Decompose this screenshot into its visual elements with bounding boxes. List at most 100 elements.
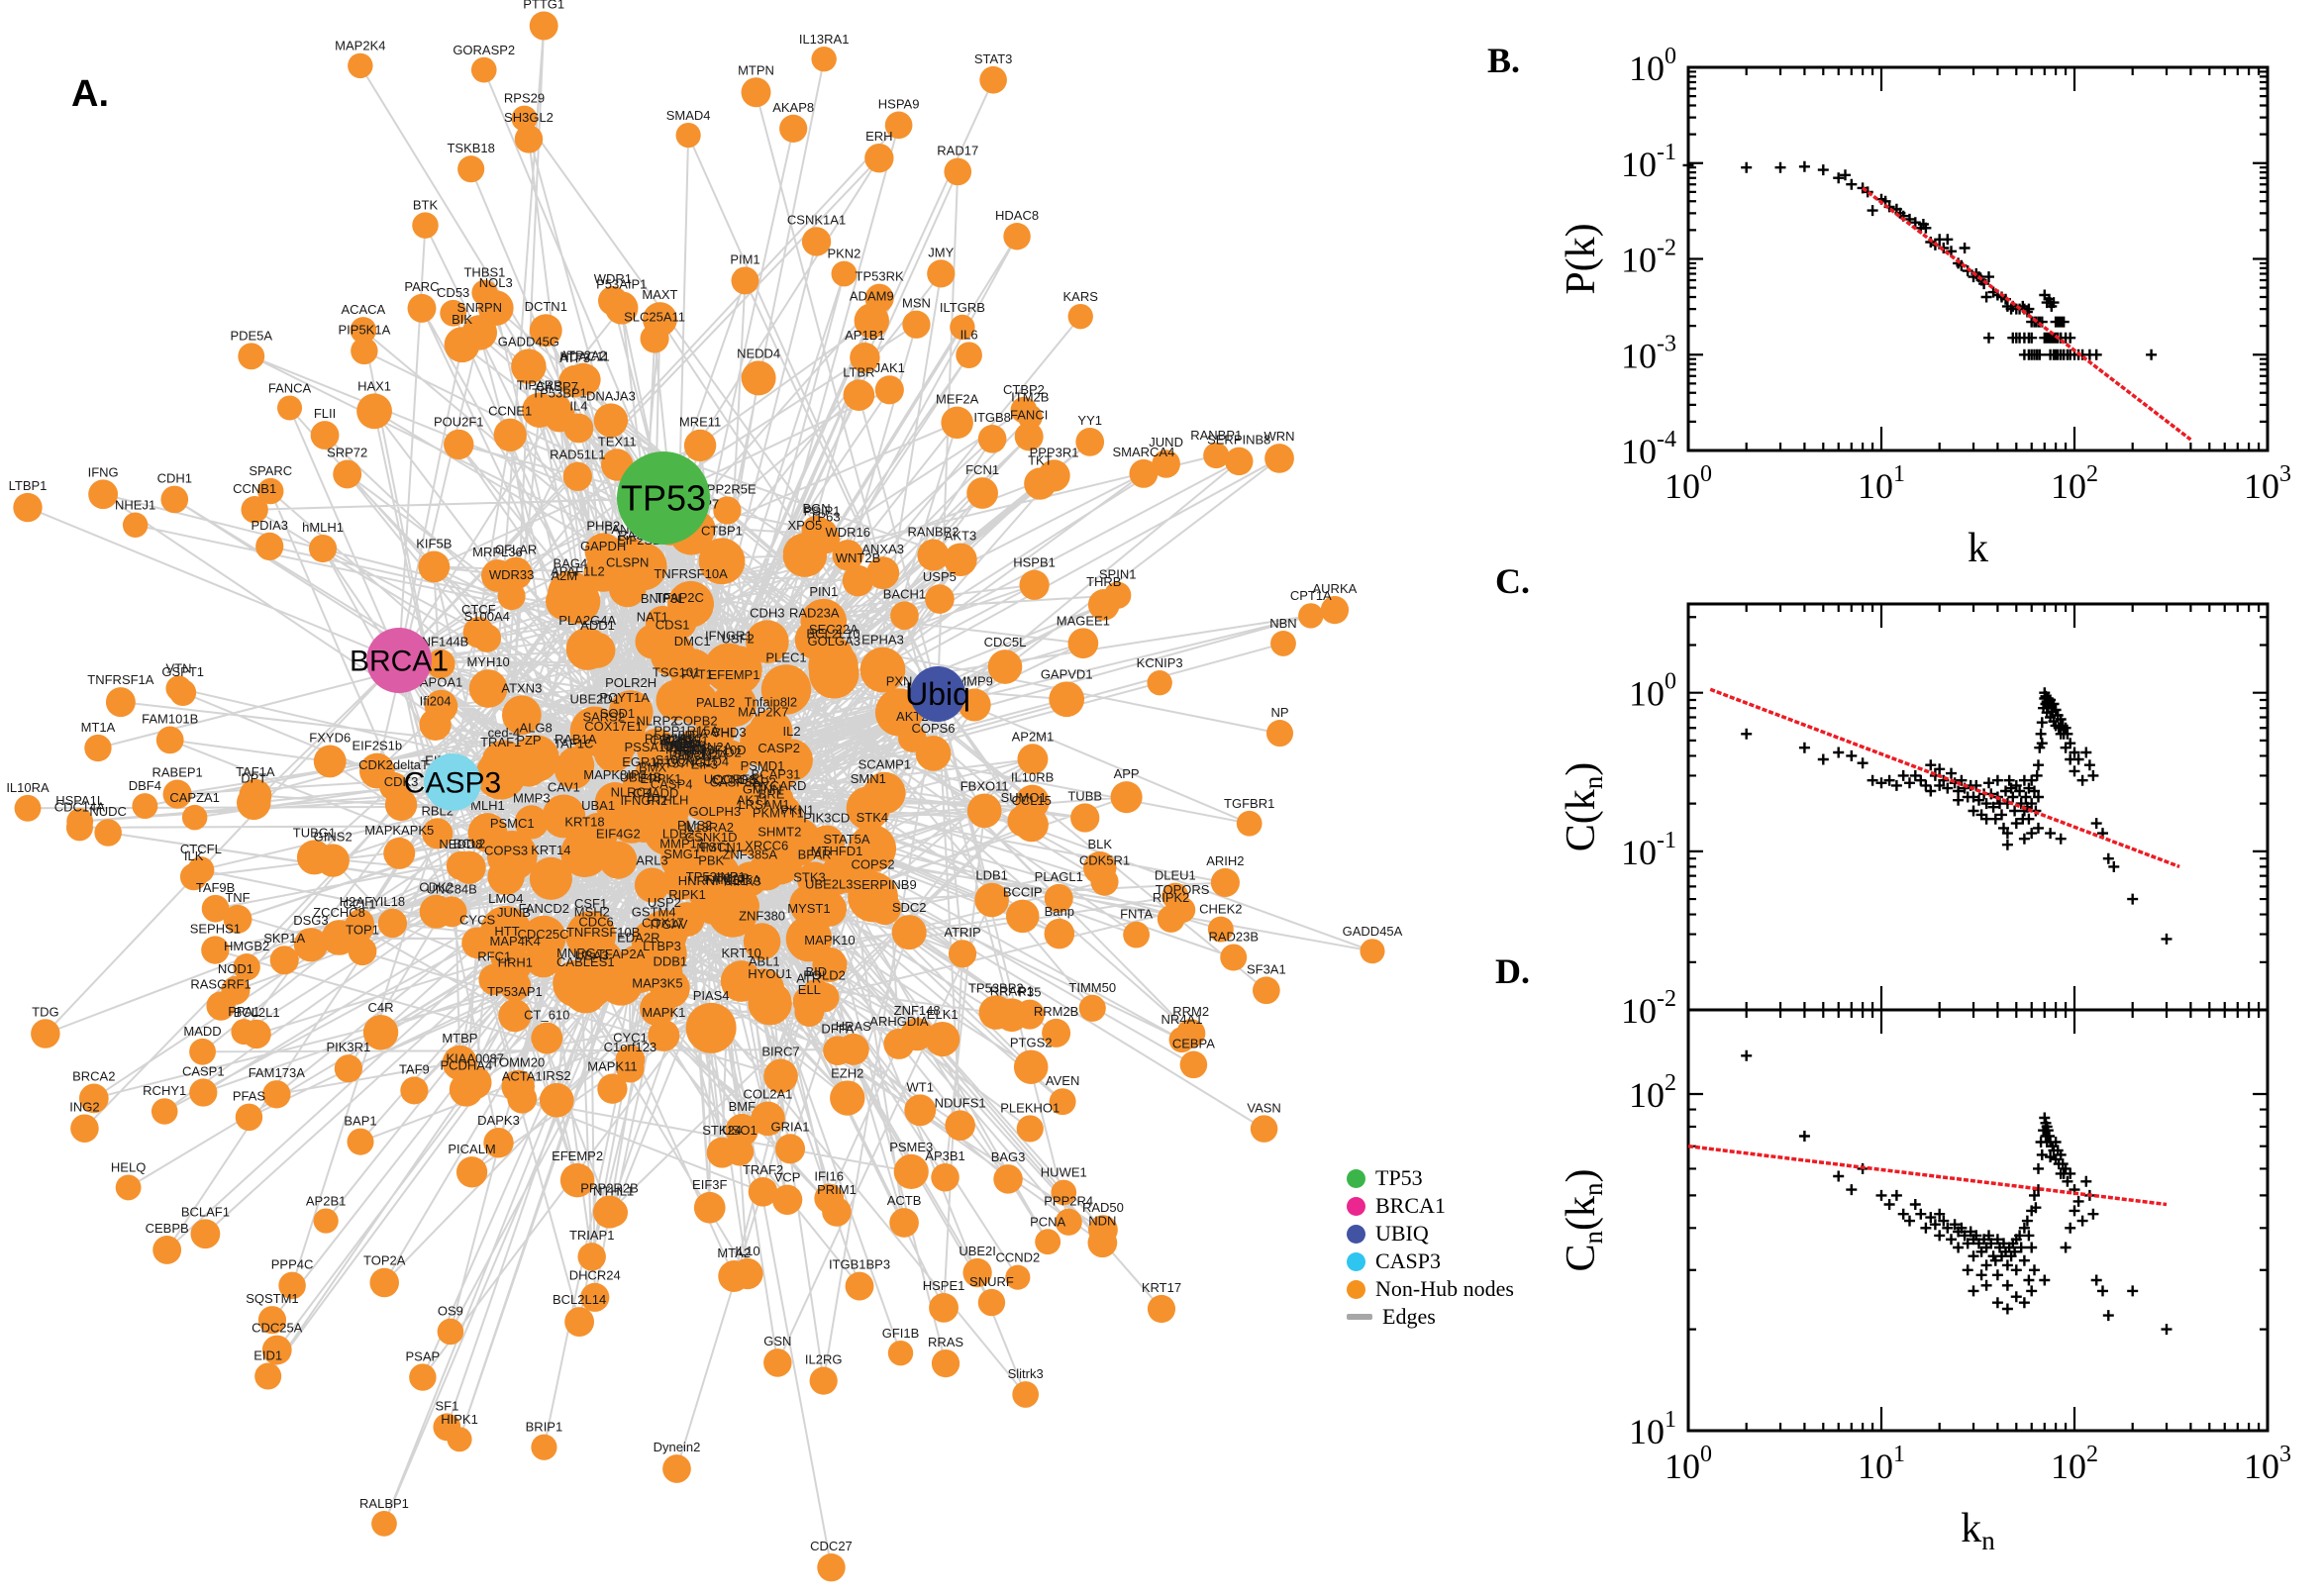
network-node-label: ATR: [796, 971, 821, 986]
tick-label: 100: [1665, 1442, 1712, 1486]
network-node-label: PHB2: [586, 518, 620, 533]
network-node: [808, 825, 846, 862]
network-node: [843, 379, 875, 411]
network-node-label: ZCCHC8: [313, 905, 365, 920]
network-node-label: NDUFS1: [935, 1095, 986, 1110]
network-node-label: KCNIP3: [1137, 655, 1183, 670]
panel-d-label: D.: [1495, 951, 1530, 991]
network-node: [679, 771, 729, 821]
network-node-label: SOD1: [600, 706, 635, 721]
network-node-label: PKN2: [827, 247, 860, 261]
network-node-label: TIPARP: [517, 378, 562, 393]
network-node-label: MRPL36: [472, 545, 523, 559]
network-node: [931, 1348, 960, 1378]
plot-box: [1686, 602, 2270, 1012]
network-node: [88, 479, 119, 510]
network-node-label: DCN: [684, 748, 712, 763]
network-node-label: RAD17: [937, 144, 978, 158]
network-node-label: PPP3R1: [1030, 445, 1079, 459]
network-node-label: KRT10: [722, 946, 761, 960]
network-node-label: UQCRFS1: [704, 771, 765, 786]
network-node-label: P53AIP1: [596, 276, 647, 291]
fit-line: [1862, 186, 2192, 442]
network-node-label: LDB2: [662, 827, 695, 842]
network-node-label: IL4: [569, 399, 587, 414]
network-node-label: ITGB1BP3: [829, 1257, 890, 1272]
network-node-label: SEPHS1: [190, 921, 241, 936]
network-node: [362, 1015, 399, 1050]
network-node-label: PSME3: [889, 1140, 933, 1154]
network-node-label: IL13RA2: [683, 820, 734, 835]
network-node-label: TEX11: [598, 434, 637, 449]
network-node: [563, 413, 594, 444]
network-node: [775, 1134, 806, 1164]
network-node-label: PDE5A: [230, 328, 272, 343]
network-node: [1003, 223, 1031, 250]
network-node-label: UBE2D1: [569, 692, 620, 707]
network-node-label: HDAC11: [559, 349, 609, 363]
network-node-label: PRIM1: [817, 1182, 857, 1197]
network-node-label: EFEMP2: [552, 1148, 603, 1163]
network-node: [1236, 810, 1262, 837]
network-node: [1270, 631, 1296, 656]
network-node-label: TP63: [810, 510, 841, 525]
network-node: [917, 539, 950, 571]
network-node: [771, 1184, 803, 1215]
network-node-label: PSIP1: [804, 503, 841, 518]
network-node-label: HRH1: [498, 955, 533, 970]
network-node-label: GORASP2: [453, 43, 515, 57]
scatter-markers: [1741, 1049, 2172, 1336]
network-node-label: USO1: [722, 1123, 757, 1138]
network-node-label: PIK3CD: [803, 810, 850, 825]
network-node-label: EIF2S1b: [353, 739, 403, 753]
network-node: [1070, 803, 1100, 833]
hub-node-brca1: [366, 628, 432, 693]
network-node: [760, 664, 812, 715]
network-node: [529, 856, 572, 900]
network-node: [94, 819, 122, 847]
network-node-label: TP53AP1: [487, 984, 543, 999]
network-node: [830, 1080, 865, 1116]
network-node-label: MRE11: [679, 415, 721, 430]
network-node-label: MTBP: [442, 1031, 477, 1046]
network-node: [1005, 1264, 1031, 1290]
scatter-markers: [1682, 159, 2158, 360]
network-node-label: SNRPN: [457, 300, 503, 315]
network-node: [698, 538, 746, 585]
network-node-label: CCNB1: [233, 481, 276, 496]
network-node: [704, 643, 754, 693]
network-node-label: CTCF: [461, 602, 496, 617]
network-node-label: ARIH2: [1206, 853, 1244, 868]
network-node-label: MAP2K4: [335, 39, 385, 53]
network-node-label: LDB1: [975, 868, 1008, 883]
network-node: [685, 1002, 737, 1053]
network-node: [223, 904, 252, 934]
network-node: [814, 1183, 845, 1214]
network-node-label: BNIP3L: [641, 591, 685, 606]
network-node-label: PIAS4: [693, 988, 730, 1003]
network-node-label: KRT17: [1142, 1280, 1181, 1295]
hub-label-casp3: CASP3: [404, 767, 501, 800]
network-node-label: CFLAR: [495, 543, 538, 557]
network-node-label: BRE: [758, 787, 785, 802]
network-node-label: YY1: [1077, 413, 1102, 428]
network-node-label: HUWE1: [1041, 1165, 1087, 1180]
network-node-label: JUND: [1149, 435, 1183, 449]
network-node-label: IL2RG: [805, 1352, 843, 1367]
tick-label: 10-3: [1621, 331, 1676, 375]
network-node-label: PXN: [886, 673, 913, 688]
network-node: [645, 605, 680, 641]
network-node: [902, 310, 931, 339]
network-node-label: IFNG: [88, 464, 119, 479]
network-node-label: DBF4: [129, 778, 161, 793]
network-node-label: MAP2K7: [738, 705, 788, 720]
network-node: [1035, 1229, 1061, 1255]
plot-box: [1686, 65, 2270, 452]
network-node-label: PCYT1A: [599, 690, 650, 705]
network-node: [151, 1098, 178, 1125]
legend-color-dot: [1347, 1279, 1365, 1299]
network-node-label: Dynein2: [654, 1440, 701, 1454]
network-node-label: MAPK1: [642, 1005, 685, 1020]
network-node-label: UBA1: [581, 798, 615, 813]
